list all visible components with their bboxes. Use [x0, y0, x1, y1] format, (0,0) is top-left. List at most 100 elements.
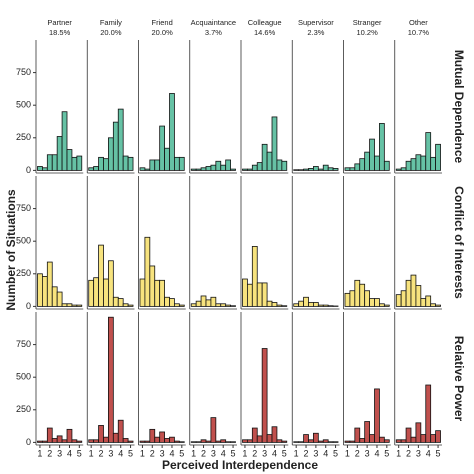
bar — [415, 285, 422, 307]
bar — [200, 167, 207, 171]
bar — [225, 159, 232, 171]
x-tick-label: 5 — [231, 448, 236, 458]
bar — [210, 417, 217, 443]
column-share: 14.6% — [254, 28, 276, 37]
bar — [210, 164, 217, 171]
bar — [415, 154, 422, 171]
bar — [66, 303, 73, 307]
bar — [93, 277, 99, 307]
bar — [88, 279, 95, 307]
bar — [266, 434, 273, 443]
column-share: 2.3% — [307, 28, 324, 37]
bar — [313, 166, 319, 171]
bar — [400, 167, 407, 171]
bar — [359, 283, 366, 307]
bar — [144, 440, 151, 443]
x-tick-label: 1 — [191, 448, 196, 458]
column-share: 18.5% — [49, 28, 71, 37]
x-tick-label: 2 — [99, 448, 104, 458]
bar — [379, 303, 385, 307]
bar — [178, 156, 185, 171]
bar — [374, 388, 380, 443]
column-label: Partner — [47, 18, 72, 27]
bar — [383, 304, 390, 307]
x-tick-label: 1 — [345, 448, 350, 458]
bar — [322, 304, 329, 307]
bar — [379, 123, 385, 171]
y-tick-label: 250 — [16, 404, 31, 414]
column-share: 20.0% — [151, 28, 173, 37]
bar — [322, 164, 329, 171]
bar — [395, 439, 402, 443]
bar — [303, 168, 309, 171]
x-tick-label: 4 — [323, 448, 328, 458]
x-tick-label: 4 — [169, 448, 174, 458]
bar — [303, 434, 309, 443]
bar — [220, 164, 227, 171]
bar — [71, 156, 78, 171]
bar — [430, 156, 437, 171]
bar — [251, 164, 258, 171]
x-tick-label: 3 — [262, 448, 267, 458]
bar — [266, 151, 273, 171]
bar — [246, 439, 253, 443]
bar — [317, 440, 324, 443]
row-label: Conflict of Interests — [452, 186, 466, 299]
x-tick-label: 2 — [355, 448, 360, 458]
bar — [200, 295, 207, 307]
x-tick-label: 2 — [47, 448, 52, 458]
row-label: Relative Power — [452, 336, 466, 422]
bar — [103, 158, 109, 171]
column-label: Colleague — [248, 18, 282, 27]
bar — [276, 159, 283, 171]
x-tick-label: 4 — [67, 448, 72, 458]
bar — [230, 305, 236, 307]
x-tick-label: 2 — [304, 448, 309, 458]
bar — [410, 158, 417, 171]
bar — [112, 296, 119, 307]
bar — [435, 430, 441, 443]
bar — [364, 421, 370, 443]
x-tick-label: 4 — [118, 448, 123, 458]
bar — [215, 303, 222, 307]
y-tick-label: 500 — [16, 372, 31, 382]
bar — [383, 439, 390, 443]
column-label: Other — [409, 18, 428, 27]
bar — [139, 278, 146, 307]
bar — [271, 302, 278, 307]
bar — [127, 440, 134, 443]
bar — [46, 261, 53, 307]
bar — [435, 143, 441, 171]
bar — [205, 299, 212, 307]
bar — [195, 441, 202, 443]
x-tick-label: 5 — [436, 448, 441, 458]
bar — [246, 283, 253, 307]
bar — [154, 436, 161, 443]
bar — [93, 166, 99, 171]
bar — [190, 303, 197, 307]
bar — [410, 436, 417, 443]
x-tick-label: 1 — [140, 448, 145, 458]
x-tick-label: 5 — [282, 448, 287, 458]
bar — [41, 167, 48, 171]
bar — [61, 439, 68, 443]
bar — [354, 163, 361, 171]
bar — [93, 439, 99, 443]
bar — [154, 279, 161, 307]
bar — [41, 276, 48, 307]
bar — [61, 303, 68, 307]
bar — [344, 440, 351, 443]
bar — [256, 435, 263, 443]
bar — [71, 304, 78, 307]
bar — [159, 125, 165, 171]
bar — [251, 427, 258, 443]
bar — [154, 159, 161, 171]
bar — [256, 282, 263, 307]
bar — [56, 291, 63, 307]
bar — [383, 160, 390, 171]
bar — [298, 441, 304, 443]
column-label: Friend — [151, 18, 172, 27]
bar — [430, 434, 437, 443]
y-tick-label: 250 — [16, 132, 31, 142]
x-tick-label: 4 — [272, 448, 277, 458]
